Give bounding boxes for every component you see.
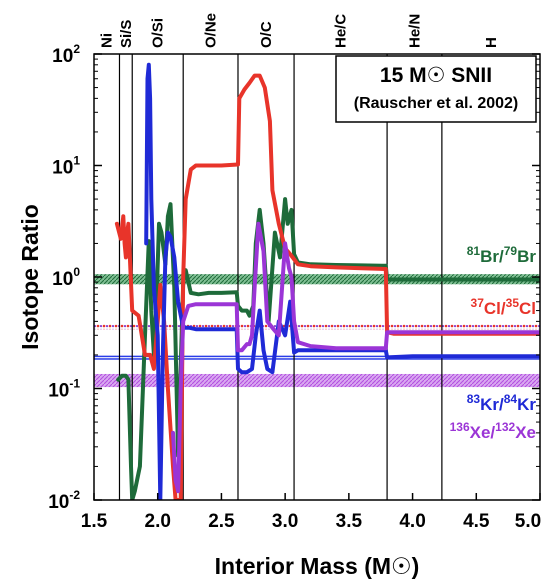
x-tick-label-6: 4.5 — [463, 511, 490, 532]
zone-label-3: O/Ne — [203, 13, 220, 48]
zone-label-7: H — [483, 37, 500, 48]
x-tick-label-7: 5.0 — [515, 511, 541, 532]
x-tick-label-0: 1.5 — [81, 511, 108, 532]
zone-label-6: He/N — [407, 14, 424, 48]
x-axis: 1.5 2.0 2.5 3.0 3.5 4.0 4.5 5.0 — [81, 493, 541, 532]
series-line-2 — [144, 62, 540, 500]
series-label-0: 81Br/79Br — [467, 244, 537, 266]
x-tick-label-5: 4.0 — [399, 511, 425, 532]
chart-subtitle: (Rauscher et al. 2002) — [354, 95, 519, 112]
series-label-3: 136Xe/132Xe — [450, 420, 536, 442]
solar-band-2 — [94, 325, 540, 330]
solar-band-3 — [94, 355, 540, 360]
y-axis: 10-2 10-1 100 101 102 — [48, 42, 540, 513]
title-box-frame — [335, 55, 537, 123]
chart-title: 15 M☉ SNII — [380, 64, 492, 87]
zone-label-2: O/Si — [150, 18, 167, 48]
series-line-3 — [171, 221, 540, 494]
x-axis-title: Interior Mass (M☉) — [215, 553, 420, 579]
solar-bands — [94, 274, 540, 388]
zone-label-4: O/C — [258, 21, 275, 48]
y-tick-label-0: 10-2 — [48, 488, 80, 513]
series-line-0 — [116, 197, 540, 500]
y-tick-label-3: 101 — [52, 154, 80, 179]
series-label-1: 37Cl/35Cl — [471, 296, 536, 318]
zone-labels: Ni Si/S O/Si O/Ne O/C He/C He/N H — [99, 13, 500, 48]
zone-label-0: Ni — [99, 33, 116, 48]
series-labels: 81Br/79Br 37Cl/35Cl 83Kr/84Kr 136Xe/132Xe — [450, 244, 537, 442]
y-axis-title: Isotope Ratio — [17, 204, 43, 350]
series-label-2: 83Kr/84Kr — [467, 392, 537, 414]
title-box: 15 M☉ SNII (Rauscher et al. 2002) — [335, 55, 537, 123]
x-tick-label-2: 2.5 — [208, 511, 235, 532]
x-tick-label-1: 2.0 — [145, 511, 171, 532]
solar-band-0 — [94, 274, 540, 285]
solar-band-4 — [94, 373, 540, 388]
x-tick-label-3: 3.0 — [272, 511, 298, 532]
x-tick-label-4: 3.5 — [336, 511, 363, 532]
zone-label-5: He/C — [333, 14, 350, 48]
series-lines — [114, 62, 540, 500]
y-tick-label-2: 100 — [52, 265, 80, 290]
y-tick-label-4: 102 — [52, 42, 80, 67]
y-tick-label-1: 10-1 — [48, 377, 80, 402]
zone-label-1: Si/S — [118, 20, 135, 48]
series-line-1 — [114, 73, 540, 500]
